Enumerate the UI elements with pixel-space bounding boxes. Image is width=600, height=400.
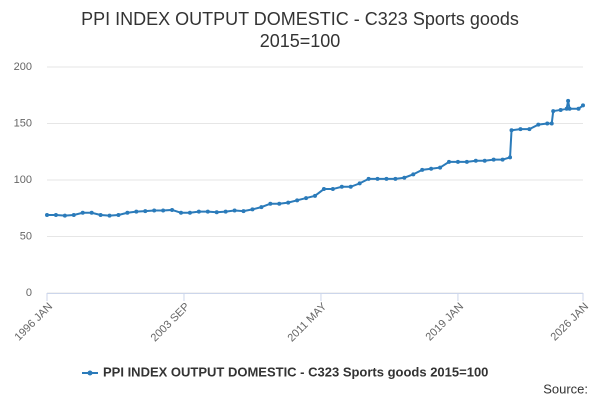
point [447,159,451,164]
point [170,207,175,212]
legend-label: PPI INDEX OUTPUT DOMESTIC - C323 Sports … [103,364,488,379]
point [53,213,58,218]
point [411,172,416,177]
point [143,209,148,214]
point [558,107,563,112]
point [232,208,237,213]
point [152,208,157,213]
point [366,176,371,181]
point [80,210,85,215]
point [464,159,469,164]
point [187,210,192,215]
point [482,158,487,163]
point [566,98,571,103]
point [564,106,569,111]
point [196,209,201,214]
point [223,209,228,214]
point [339,184,344,189]
chart-title: PPI INDEX OUTPUT DOMESTIC - C323 Sports … [81,9,519,51]
point [438,165,443,170]
point [286,200,291,205]
point [384,176,389,181]
point [134,209,139,214]
point [576,106,581,111]
point [393,176,398,181]
point [250,207,255,212]
point [509,128,514,133]
point [268,201,273,206]
point [567,106,572,111]
point [295,198,300,203]
point [179,210,183,215]
point [500,157,505,162]
point [205,209,210,214]
x-tick-label: 2026 JAN [549,301,592,344]
point [549,121,554,126]
point [161,208,166,213]
point [89,210,94,215]
point [107,213,112,218]
point [277,201,282,206]
point [330,187,335,192]
point [402,175,407,180]
x-tick-label: 1996 JAN [13,301,56,344]
point [321,187,326,192]
x-tick-label: 2011 MAY [285,300,329,344]
x-tick-label: 2019 JAN [423,301,466,344]
point [304,196,309,201]
point [473,158,478,163]
y-tick-label: 200 [14,61,32,73]
point [375,176,380,181]
point [62,213,67,218]
point [348,184,353,189]
x-tick-label: 2003 SEP [149,301,193,345]
point [313,193,317,198]
point [581,103,585,108]
point [518,127,523,132]
point [527,127,532,132]
point [241,209,246,214]
source: Source: [543,381,588,396]
point [551,109,556,114]
point [420,167,425,172]
y-tick-label: 150 [14,117,32,129]
point [214,210,219,215]
y-tick-label: 0 [26,287,32,299]
point [71,213,76,218]
point [508,155,513,160]
point [125,210,130,215]
point [259,205,264,210]
legend-marker [87,370,93,376]
point [45,213,49,218]
point [429,166,434,171]
point [545,121,550,126]
point [98,213,103,218]
point [455,159,460,164]
point [357,181,362,186]
y-tick-label: 50 [20,230,32,242]
point [116,213,121,218]
point [536,122,541,127]
y-tick-label: 100 [14,174,32,186]
point [491,157,496,162]
